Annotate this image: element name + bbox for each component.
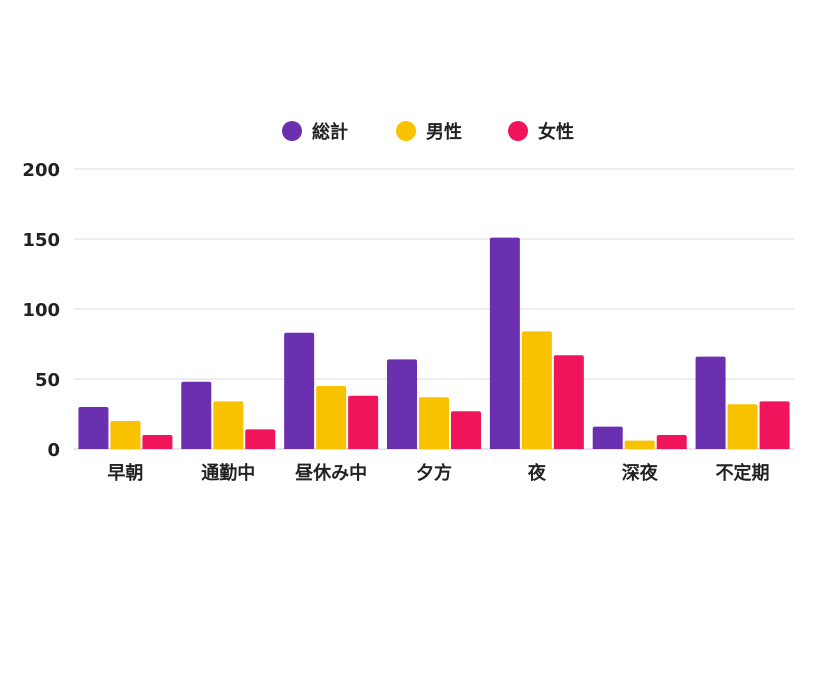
y-tick-label: 50 — [35, 370, 60, 391]
x-category-label: 早朝 — [107, 462, 143, 484]
legend: 総計 男性 女性 — [282, 121, 574, 143]
bar-1-7 — [695, 356, 726, 449]
bar-2-1 — [110, 421, 141, 449]
bar-2-7 — [727, 404, 758, 449]
legend-label: 女性 — [538, 121, 574, 143]
bar-1-3 — [284, 332, 315, 449]
y-tick-label: 200 — [22, 160, 60, 181]
x-category-label: 通勤中 — [201, 462, 255, 484]
bar-2-2 — [213, 401, 244, 449]
y-axis: 0 50 100 150 200 — [22, 160, 60, 461]
bar-2-6 — [624, 440, 655, 449]
legend-swatch — [508, 121, 528, 141]
bar-3-4 — [451, 411, 481, 449]
bar-1-6 — [592, 426, 623, 449]
x-category-label: 不定期 — [716, 462, 770, 484]
bar-3-6 — [656, 435, 687, 449]
legend-swatch — [396, 121, 416, 141]
x-category-label: 夕方 — [416, 462, 452, 484]
bar-3-7 — [759, 401, 790, 449]
bar-1-5 — [489, 237, 520, 449]
legend-label: 総計 — [312, 121, 348, 143]
legend-label: 男性 — [426, 121, 462, 143]
bars — [78, 237, 790, 449]
legend-swatch — [282, 121, 302, 141]
bar-3-3 — [348, 395, 379, 449]
bar-2-3 — [316, 386, 347, 449]
y-tick-label: 100 — [22, 300, 60, 321]
y-tick-label: 0 — [47, 440, 60, 461]
y-tick-label: 150 — [22, 230, 60, 251]
bar-1-1 — [78, 407, 109, 449]
x-axis: 早朝 通勤中 昼休み中 夕方 夜 深夜 不定期 — [107, 462, 769, 484]
bar-1-4 — [387, 359, 417, 449]
bar-2-5 — [521, 331, 552, 449]
bar-2-4 — [419, 397, 449, 449]
bar-3-2 — [245, 429, 276, 449]
x-category-label: 昼休み中 — [295, 462, 367, 484]
x-category-label: 深夜 — [622, 462, 659, 484]
bar-1-2 — [181, 381, 212, 449]
bar-3-1 — [142, 435, 173, 449]
x-category-label: 夜 — [527, 462, 547, 484]
bar-3-5 — [553, 355, 584, 449]
